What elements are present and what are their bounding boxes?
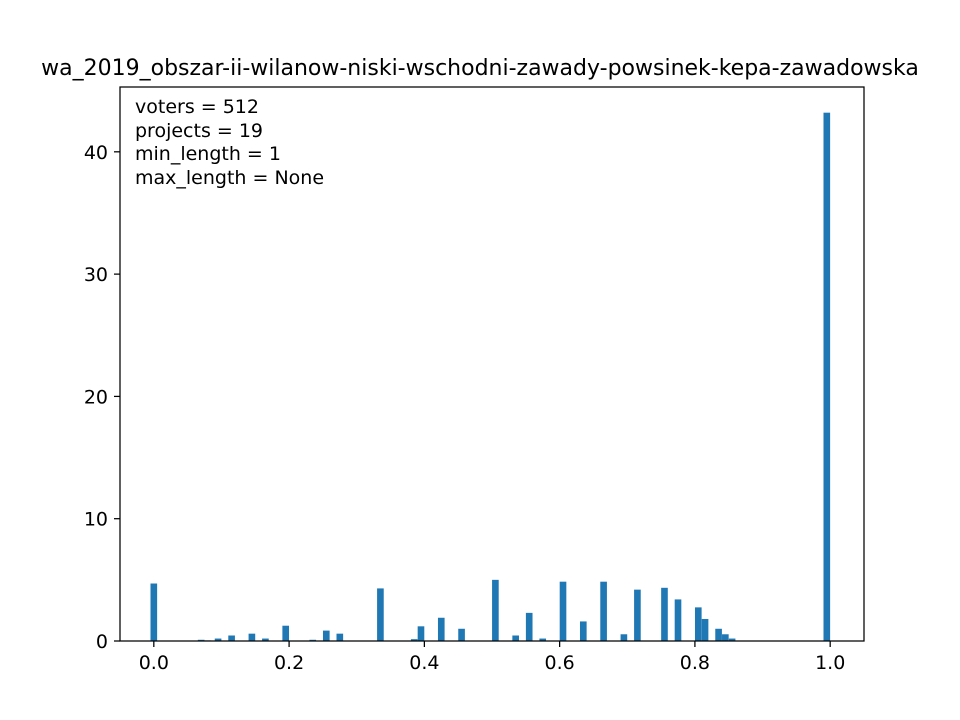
- histogram-bar: [248, 633, 256, 641]
- y-tick-label: 20: [84, 386, 108, 408]
- histogram-bar: [579, 621, 587, 641]
- histogram-bar: [539, 638, 547, 641]
- annotation-line: projects = 19: [135, 120, 263, 142]
- histogram-bar: [823, 112, 831, 642]
- histogram-bar: [437, 617, 445, 641]
- histogram-bar: [674, 599, 682, 641]
- histogram-bar: [228, 635, 235, 641]
- histogram-bar: [715, 628, 722, 641]
- histogram-bar: [492, 579, 499, 641]
- plot-frame: [119, 86, 865, 642]
- x-tick-label: 0.4: [409, 652, 439, 674]
- histogram-bar: [410, 639, 418, 641]
- x-tick-label: 0.0: [139, 652, 169, 674]
- annotation-line: max_length = None: [135, 167, 324, 189]
- y-tick-label: 40: [84, 142, 108, 164]
- y-tick-label: 30: [84, 264, 108, 286]
- histogram-bar: [634, 589, 641, 641]
- histogram-bar: [377, 588, 384, 641]
- x-tick-label: 0.2: [274, 652, 304, 674]
- histogram-bar: [150, 583, 158, 641]
- histogram-bar: [512, 635, 519, 641]
- stats-annotation: voters = 512 projects = 19 min_length = …: [135, 96, 324, 189]
- histogram-bar: [661, 587, 668, 641]
- annotation-line: voters = 512: [135, 96, 259, 118]
- histogram-bar: [336, 633, 344, 641]
- y-tick-label: 10: [84, 509, 108, 531]
- x-tick-label: 0.6: [545, 652, 575, 674]
- histogram-bar: [282, 625, 290, 641]
- histogram-bar: [214, 638, 222, 641]
- annotation-line: min_length = 1: [135, 143, 281, 165]
- bars-group: [150, 112, 831, 642]
- histogram-bar: [722, 634, 729, 641]
- chart-title: wa_2019_obszar-ii-wilanow-niski-wschodni…: [41, 56, 919, 81]
- histogram-bar: [417, 626, 425, 641]
- histogram-bar: [728, 638, 736, 641]
- histogram-bar: [458, 628, 465, 641]
- y-axis: 0 10 20 30 40: [84, 142, 120, 653]
- histogram-bar: [525, 612, 533, 641]
- histogram-bar: [694, 607, 702, 641]
- histogram-bar: [620, 634, 628, 641]
- histogram-bar: [701, 618, 709, 641]
- y-tick-label: 0: [96, 631, 108, 653]
- x-tick-label: 1.0: [815, 652, 845, 674]
- histogram-bar: [322, 630, 330, 641]
- histogram-bar: [600, 581, 607, 641]
- histogram-bar: [559, 581, 567, 641]
- x-tick-label: 0.8: [680, 652, 710, 674]
- histogram-bar: [262, 638, 269, 641]
- x-axis: 0.0 0.2 0.4 0.6 0.8 1.0: [139, 641, 845, 674]
